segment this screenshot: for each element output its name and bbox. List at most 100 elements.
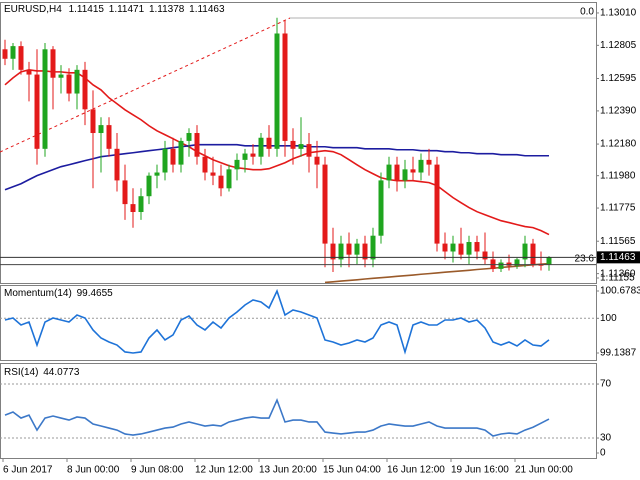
candle-body — [338, 243, 344, 260]
price-panel — [0, 2, 597, 284]
candle-body — [442, 243, 448, 252]
moving-average — [324, 262, 550, 283]
candle-body — [546, 257, 552, 265]
y-tick-label: 1.11980 — [600, 170, 636, 181]
candle-body — [58, 74, 64, 78]
fibo-label: 0.0 — [580, 7, 594, 18]
candle-body — [370, 235, 376, 260]
candle-body — [530, 243, 536, 265]
momentum-panel — [0, 285, 597, 361]
candle-body — [242, 153, 248, 160]
x-tick-label: 19 Jun 16:00 — [451, 465, 509, 476]
candle-body — [202, 156, 208, 173]
candle-body — [10, 46, 16, 59]
candle-body — [314, 156, 320, 165]
candle-body — [194, 133, 200, 157]
candle-body — [410, 169, 416, 173]
candle-body — [250, 153, 256, 157]
candle-body — [2, 49, 8, 59]
candle-body — [178, 140, 184, 165]
candle-body — [466, 242, 472, 255]
candle-body — [82, 69, 88, 110]
candle-body — [266, 137, 272, 149]
x-tick-label: 8 Jun 00:00 — [67, 465, 120, 476]
candle-body — [306, 144, 312, 157]
candle-body — [354, 243, 360, 255]
y-tick-label: 1.11360 — [600, 268, 636, 279]
candle-body — [522, 243, 528, 260]
candle-body — [498, 262, 504, 269]
candle-body — [402, 169, 408, 181]
x-tick-label: 13 Jun 20:00 — [259, 465, 317, 476]
candle-body — [234, 159, 240, 170]
candle-body — [26, 69, 32, 75]
candle-body — [418, 159, 424, 173]
y-tick-label: 1.12805 — [600, 40, 637, 51]
candle-body — [282, 33, 288, 141]
header-low: 1.11378 — [149, 4, 185, 15]
candle-body — [114, 148, 120, 181]
candle-body — [146, 175, 152, 197]
header-close: 1.11463 — [189, 4, 225, 15]
y-tick-label: 1.11565 — [600, 236, 636, 247]
candle-body — [90, 109, 96, 134]
y-tick-label: 0 — [600, 448, 606, 459]
y-tick-label: 1.12390 — [600, 106, 637, 117]
x-tick-label: 9 Jun 08:00 — [131, 465, 184, 476]
candle-body — [434, 164, 440, 244]
candle-body — [322, 164, 328, 244]
candle-body — [210, 172, 216, 176]
candle-body — [450, 243, 456, 252]
candle-body — [154, 172, 160, 176]
y-tick-label: 30 — [600, 433, 612, 444]
candle-body — [162, 148, 168, 173]
indicator-line — [4, 397, 550, 437]
price-header: EURUSD,H4 1.11415 1.11471 1.11378 1.1146… — [4, 4, 225, 15]
y-tick-label: 1.12180 — [600, 139, 637, 150]
candle-body — [50, 49, 56, 78]
rsi-panel — [0, 363, 597, 459]
candle-body — [458, 243, 464, 255]
candle-body — [18, 46, 24, 70]
indicator-name: Momentum(14) — [4, 288, 72, 299]
x-tick-label: 21 Jun 00:00 — [515, 465, 573, 476]
panel-plot — [2, 17, 552, 283]
candle-body — [394, 164, 400, 181]
indicator-value: 44.0773 — [43, 367, 80, 378]
chart-layer: 1.13010 1.12805 1.12595 1.12390 1.12180 1.119… — [0, 7, 640, 476]
rsi-header: RSI(14) 44.0773 — [4, 367, 80, 378]
candle-body — [106, 125, 112, 149]
candle-body — [362, 243, 368, 260]
candle-body — [290, 140, 296, 149]
candle-body — [170, 148, 176, 165]
candle-body — [514, 259, 520, 266]
momentum-header: Momentum(14) 99.4655 — [4, 288, 113, 299]
candle-body — [122, 180, 128, 205]
candle-body — [130, 204, 136, 213]
candle-body — [426, 159, 432, 165]
indicator-value: 99.4655 — [77, 288, 114, 299]
current-price-box — [597, 251, 640, 264]
panel-plot — [0, 288, 596, 355]
header-open: 1.11415 — [69, 4, 105, 15]
candle-body — [298, 144, 304, 149]
y-tick-label: 99.1387 — [600, 348, 637, 359]
candle-body — [186, 133, 192, 141]
header-high: 1.11471 — [109, 4, 145, 15]
current-price-label: 1.11463 — [600, 252, 636, 263]
candle-body — [42, 49, 48, 149]
candle-body — [386, 164, 392, 181]
x-tick-label: 16 Jun 12:00 — [387, 465, 445, 476]
x-tick-label: 12 Jun 12:00 — [195, 465, 253, 476]
candle-body — [274, 33, 280, 149]
candle-body — [74, 69, 80, 94]
candle-body — [258, 137, 264, 157]
y-tick-label: 100.6783 — [600, 286, 640, 297]
fibo-label: 23.6 — [575, 253, 595, 264]
candle-body — [482, 251, 488, 260]
trendline — [0, 17, 291, 153]
candle-body — [66, 74, 72, 94]
candle-body — [226, 169, 232, 189]
